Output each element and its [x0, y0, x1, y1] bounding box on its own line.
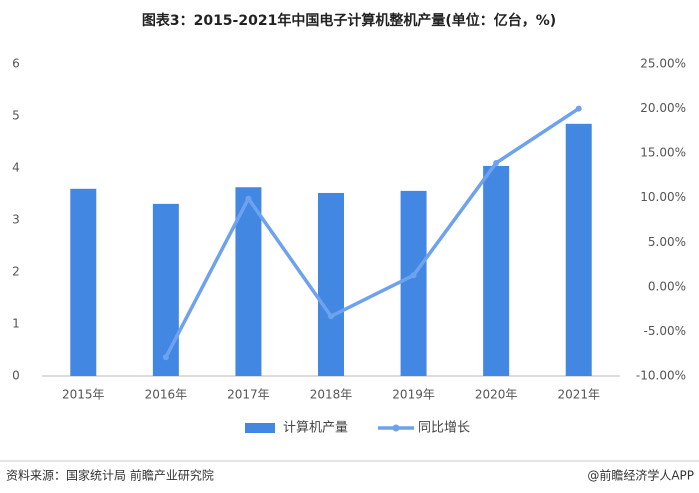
- line-point: [162, 354, 169, 361]
- x-tick-label: 2015年: [62, 388, 105, 402]
- bar: [318, 192, 344, 376]
- x-tick-label: 2016年: [145, 388, 188, 402]
- legend-swatch-dot: [392, 424, 400, 432]
- footer-credit: @前瞻经济学人APP: [587, 468, 694, 483]
- line-point: [328, 313, 334, 320]
- y2-tick-label: 15.00%: [640, 146, 686, 160]
- x-tick-label: 2018年: [310, 388, 353, 402]
- x-tick-label: 2020年: [475, 388, 518, 402]
- footer-source: 资料来源：国家统计局 前瞻产业研究院: [6, 468, 214, 483]
- x-tick-label: 2021年: [557, 388, 600, 402]
- legend-swatch: [245, 423, 275, 433]
- bar: [70, 188, 97, 376]
- y2-tick-label: 5.00%: [648, 235, 686, 249]
- line: [164, 107, 580, 359]
- line-point: [410, 272, 417, 279]
- line-point: [575, 105, 582, 112]
- y2-tick-label: 20.00%: [640, 101, 686, 115]
- x-tick-label: 2019年: [392, 388, 435, 402]
- line-point: [493, 159, 500, 166]
- y-tick-label: 4: [12, 161, 20, 175]
- y-tick-label: 1: [12, 317, 20, 331]
- y-tick-label: 5: [12, 109, 20, 123]
- y2-tick-label: -10.00%: [636, 369, 686, 383]
- y-tick-label: 6: [12, 57, 20, 71]
- y2-tick-label: 25.00%: [640, 57, 686, 71]
- y2-tick-label: 0.00%: [648, 279, 686, 293]
- y-tick-label: 0: [12, 369, 20, 383]
- bar: [152, 203, 179, 376]
- y2-tick-label: -5.00%: [644, 324, 686, 338]
- y2-tick-label: 10.00%: [640, 190, 686, 204]
- bar: [483, 165, 510, 376]
- legend-label: 计算机产量: [283, 421, 348, 436]
- bar: [400, 190, 427, 376]
- line-point: [245, 195, 252, 202]
- chart-title: 图表3：2015-2021年中国电子计算机整机产量(单位：亿台，%): [142, 12, 556, 29]
- bar: [565, 123, 592, 376]
- y-tick-label: 2: [12, 265, 20, 279]
- y-tick-label: 3: [12, 213, 20, 227]
- legend-label: 同比增长: [418, 421, 470, 436]
- x-tick-label: 2017年: [227, 388, 270, 402]
